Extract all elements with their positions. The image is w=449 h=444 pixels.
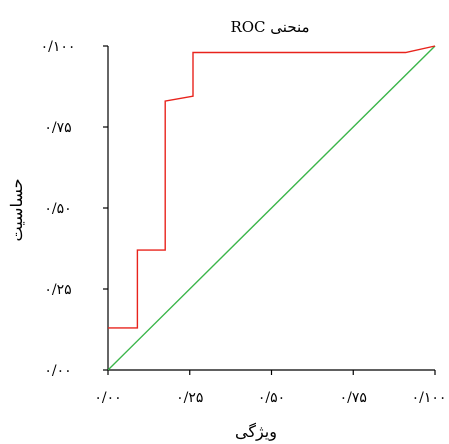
y-axis-title: حساسیت	[7, 179, 26, 242]
y-tick-label: ۰/۰۰	[44, 363, 71, 379]
roc-curve-line	[108, 45, 436, 329]
y-tick-label: ۰/۲۵	[44, 282, 71, 298]
ticks-layer: ۰/۰۰ ۰/۲۵ ۰/۵۰ ۰/۷۵ ۰/۱۰۰ ۰/۰۰ ۰/۲۵ ۰/۵۰ ۰/۷۵ ۰/۱…	[41, 39, 447, 406]
x-tick-label: ۰/۰۰	[94, 390, 121, 406]
y-tick-label: ۰/۵۰	[44, 201, 71, 217]
reference-diagonal-line	[107, 45, 436, 371]
x-tick-label: ۰/۲۵	[176, 390, 203, 406]
x-axis-title: ویژگی	[235, 422, 277, 441]
y-tick-label: ۰/۷۵	[44, 120, 71, 136]
chart-title: منحنی ROC	[230, 18, 309, 36]
series-layer	[107, 45, 436, 371]
x-tick-label: ۰/۵۰	[258, 390, 285, 406]
x-tick-label: ۰/۱۰۰	[412, 390, 447, 406]
y-tick-label: ۰/۱۰۰	[41, 39, 76, 55]
x-tick-label: ۰/۷۵	[340, 390, 367, 406]
